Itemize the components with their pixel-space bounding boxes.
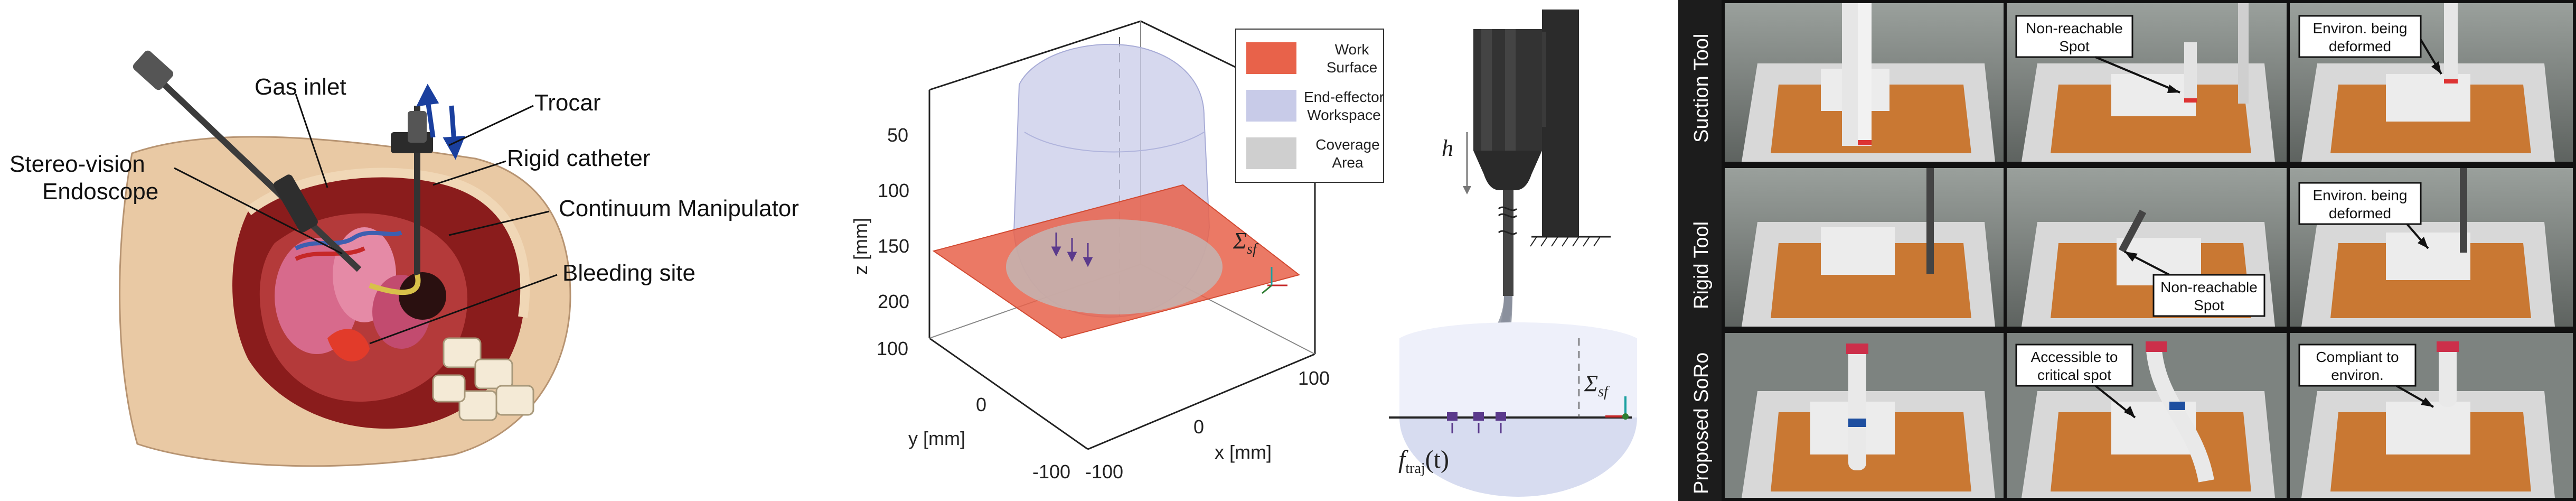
svg-text:Environ. being: Environ. being — [2312, 20, 2407, 36]
x-tick: -100 — [1085, 461, 1123, 483]
legend-label: Coverage — [1315, 136, 1379, 153]
callout-non-reachable-r0: Non-reachable Spot — [2015, 15, 2180, 94]
panel-workspace-plot: Σsf 50 100 150 200 z [mm] 100 0 -100 y [… — [845, 0, 1389, 501]
z-tick: 200 — [878, 291, 909, 312]
label-rigid-catheter: Rigid catheter — [507, 145, 651, 171]
callout-compliant-r2: Compliant to environ. — [2298, 344, 2434, 408]
photo-cell-r0-c2 — [2290, 3, 2573, 162]
coverage-area — [1006, 219, 1223, 314]
label-endoscope: Endoscope — [42, 179, 159, 205]
z-tick: 50 — [887, 124, 908, 146]
photo-grid: Suction Tool Rigid Tool Proposed SoRo — [1678, 0, 2573, 501]
svg-text:Accessible to: Accessible to — [2031, 349, 2118, 365]
svg-text:Spot: Spot — [2059, 38, 2090, 54]
legend-label: Surface — [1327, 59, 1378, 76]
legend-swatch-workspace — [1246, 90, 1296, 122]
row-label-proposed-soro: Proposed SoRo — [1690, 352, 1713, 494]
callout-deformed-r0: Environ. being deformed — [2298, 15, 2442, 75]
panel-anatomy: Stereo-vision Endoscope Gas inlet Trocar… — [0, 0, 845, 501]
z-tick: 100 — [878, 180, 909, 201]
frame-sigma-sf: Σsf — [1584, 370, 1610, 400]
x-tick: 100 — [1298, 367, 1330, 389]
z-tick: 150 — [878, 235, 909, 257]
y-tick: 100 — [877, 338, 908, 359]
z-axis-label: z [mm] — [850, 218, 871, 275]
label-continuum-manipulator: Continuum Manipulator — [559, 196, 799, 221]
photo-cell-r0-c0 — [1725, 3, 2004, 162]
row-label-rigid-tool: Rigid Tool — [1690, 221, 1713, 309]
callout-accessible-r2: Accessible to critical spot — [2015, 344, 2136, 419]
legend-label: Area — [1332, 154, 1364, 171]
svg-text:environ.: environ. — [2331, 367, 2384, 383]
svg-text:Non-reachable: Non-reachable — [2160, 279, 2258, 295]
callout-deformed-r1: Environ. being deformed — [2298, 182, 2429, 249]
anatomy-illustration — [119, 50, 571, 467]
x-tick: 0 — [1193, 416, 1204, 438]
svg-text:Environ. being: Environ. being — [2312, 187, 2407, 203]
label-trocar: Trocar — [534, 90, 601, 116]
y-tick: -100 — [1032, 461, 1070, 483]
row-label-suction-tool: Suction Tool — [1690, 34, 1713, 143]
x-axis-label: x [mm] — [1215, 441, 1272, 463]
photo-cell-r1-c2 — [2290, 168, 2573, 327]
callout-non-reachable-r1: Non-reachable Spot — [2124, 251, 2265, 317]
y-tick: 0 — [976, 394, 986, 415]
workspace-3d-plot: Σsf 50 100 150 200 z [mm] 100 0 -100 y [… — [850, 20, 1384, 483]
legend-swatch-work-surface — [1246, 42, 1296, 74]
legend-label: End-effector — [1304, 89, 1384, 105]
legend-label: Workspace — [1307, 107, 1381, 123]
y-axis-label: y [mm] — [908, 428, 965, 449]
svg-text:deformed: deformed — [2329, 38, 2391, 54]
svg-text:Spot: Spot — [2194, 297, 2224, 313]
svg-text:deformed: deformed — [2329, 205, 2391, 221]
label-gas-inlet: Gas inlet — [255, 74, 346, 100]
h-label: h — [1442, 135, 1453, 161]
panel-photo-grid: Suction Tool Rigid Tool Proposed SoRo — [1678, 0, 2576, 501]
frame-sigma-sf: Σsf — [1233, 228, 1258, 257]
legend: Work Surface End-effector Workspace Cove… — [1235, 29, 1384, 183]
legend-swatch-coverage — [1246, 137, 1296, 169]
photo-cell-r2-c2 — [2290, 333, 2573, 498]
photo-cell-r2-c0 — [1725, 333, 2004, 498]
svg-text:Non-reachable: Non-reachable — [2026, 20, 2123, 36]
svg-text:critical spot: critical spot — [2037, 367, 2111, 383]
legend-label: Work — [1335, 41, 1370, 58]
svg-text:Compliant to: Compliant to — [2316, 349, 2399, 365]
manipulator-schematic: h Σsf ftraj(t) — [1389, 10, 1637, 497]
trajectory-label: ftraj(t) — [1398, 446, 1449, 477]
label-bleeding-site: Bleeding site — [562, 260, 695, 286]
photo-cell-r1-c0 — [1725, 168, 2004, 327]
panel-manipulator-schematic: h Σsf ftraj(t) — [1373, 0, 1637, 501]
label-stereo-vision: Stereo-vision — [10, 151, 145, 177]
